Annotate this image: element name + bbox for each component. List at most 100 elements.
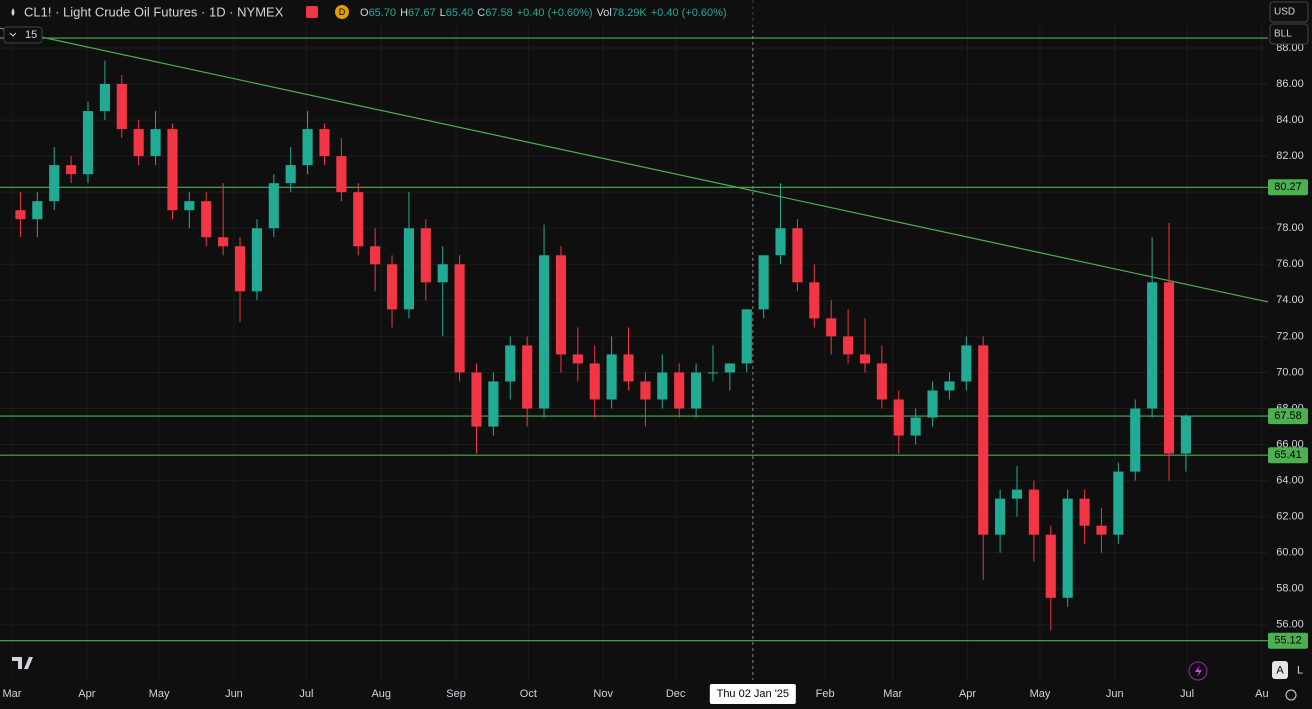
x-tick-label: Jun: [225, 688, 243, 700]
y-tick-label: 86.00: [1276, 78, 1304, 90]
candle-body: [268, 183, 279, 229]
auto-label: A: [1276, 664, 1284, 676]
candle-body: [1011, 489, 1023, 499]
level-label: 65.41: [1274, 449, 1302, 461]
ohlc-value: +0.40 (+0.60%): [651, 7, 727, 19]
indicator-box[interactable]: [3, 26, 43, 44]
candle-body: [623, 354, 634, 382]
trendline: [0, 27, 1269, 303]
ohlc-label: O: [360, 7, 369, 19]
currency-box[interactable]: [1269, 1, 1309, 23]
x-tick-label: Jun: [1106, 688, 1124, 700]
assistant-icon[interactable]: [1188, 661, 1208, 681]
candle-body: [691, 372, 702, 409]
ohlc-value: 67.58: [485, 7, 513, 19]
candle-body: [1079, 498, 1090, 526]
candle-body: [961, 345, 972, 382]
y-tick-label: 82.00: [1276, 150, 1304, 162]
settings-icon[interactable]: [1285, 689, 1297, 701]
source-badge: D: [339, 7, 346, 17]
x-tick-label: Oct: [520, 688, 537, 700]
crosshair-label: Thu 02 Jan '25: [717, 688, 789, 700]
log-label[interactable]: L: [1297, 664, 1303, 676]
candle-body: [116, 84, 127, 130]
candle-body: [640, 381, 651, 400]
candle-body: [302, 129, 313, 166]
candle-body: [606, 354, 617, 400]
level-label: 55.12: [1274, 635, 1302, 647]
candle-body: [538, 255, 550, 409]
candle-body: [167, 129, 178, 211]
candle-body: [319, 129, 330, 157]
y-tick-label: 60.00: [1276, 547, 1304, 559]
y-tick-label: 62.00: [1276, 511, 1304, 523]
candle-body: [454, 264, 465, 373]
ohlc-label: C: [477, 7, 485, 19]
x-tick-label: Mar: [3, 688, 22, 700]
candle-body: [657, 372, 668, 400]
candle-body: [66, 165, 77, 175]
x-tick-label: Apr: [959, 688, 976, 700]
ohlc-value: 65.40: [446, 7, 474, 19]
candle-body: [859, 354, 871, 364]
candle-body: [99, 84, 110, 112]
y-tick-label: 78.00: [1276, 222, 1304, 234]
level-label-bg: [1268, 408, 1308, 425]
candle-body: [370, 246, 381, 265]
candle-body: [437, 264, 448, 283]
logo: [12, 657, 33, 669]
candle-body: [555, 255, 567, 355]
y-tick-label: 88.00: [1276, 42, 1304, 54]
candle-body: [1062, 498, 1073, 598]
y-tick-label: 70.00: [1276, 366, 1304, 378]
level-label: 67.58: [1274, 410, 1302, 422]
x-tick-label: Aug: [371, 688, 391, 700]
ohlc-label: L: [440, 7, 446, 19]
y-tick-label: 84.00: [1276, 114, 1304, 126]
ohlc-value: 67.67: [408, 7, 436, 19]
x-tick-label: Au: [1255, 688, 1268, 700]
symbol-icon: [11, 8, 15, 16]
x-tick-label: Nov: [593, 688, 613, 700]
candle-body: [1130, 408, 1141, 472]
y-tick-label: 58.00: [1276, 583, 1304, 595]
y-tick-label: 72.00: [1276, 330, 1304, 342]
candle-body: [843, 336, 854, 355]
auto-btn[interactable]: [1272, 661, 1288, 679]
candle-body: [285, 165, 296, 184]
ohlc-value: +0.40 (+0.60%): [517, 7, 593, 19]
candle-body: [927, 390, 938, 418]
candle-body: [251, 228, 262, 292]
flag-icon[interactable]: [306, 6, 318, 18]
chart-title: CL1! · Light Crude Oil Futures · 1D · NY…: [24, 4, 284, 19]
source-badge-bg: [335, 5, 349, 19]
candle-body: [133, 129, 144, 157]
candle-body: [758, 255, 769, 310]
candle-body: [741, 309, 752, 364]
candle-body: [386, 264, 398, 310]
ohlc-value: 78.29K: [612, 7, 648, 19]
candle-body: [893, 399, 904, 436]
candle-body: [1180, 416, 1191, 454]
bolt: [1195, 665, 1202, 677]
candle-body: [218, 237, 229, 247]
x-tick-label: May: [1030, 688, 1051, 700]
candle-body: [1028, 489, 1039, 535]
candle-body: [724, 363, 735, 373]
candle-body: [150, 129, 161, 157]
candle-body: [809, 282, 820, 319]
candle-body: [775, 228, 786, 256]
candle-body: [403, 228, 414, 310]
ohlc-label: H: [400, 7, 408, 19]
x-tick-label: Dec: [666, 688, 686, 700]
candle-body: [353, 192, 364, 247]
unit-box[interactable]: [1269, 23, 1309, 45]
candle-body: [589, 363, 600, 400]
x-tick-label: Apr: [78, 688, 95, 700]
candle-body: [995, 498, 1006, 535]
candle-body: [522, 345, 533, 409]
unit: BLL: [1274, 29, 1292, 40]
candle-body: [336, 156, 347, 193]
candle-body: [32, 201, 43, 220]
